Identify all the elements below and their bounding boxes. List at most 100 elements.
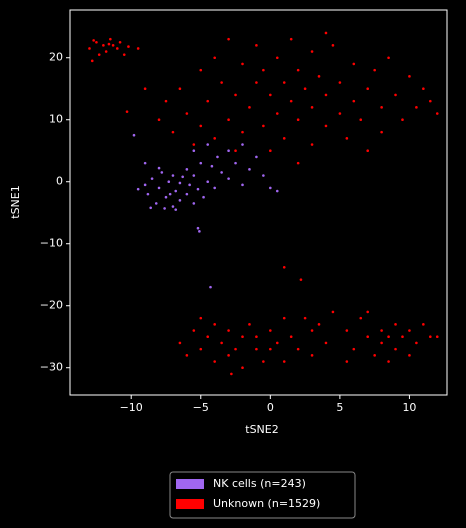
point — [296, 161, 300, 165]
point — [324, 341, 328, 345]
point — [118, 40, 122, 44]
point — [241, 143, 244, 146]
point — [206, 335, 210, 339]
point — [241, 366, 244, 370]
point — [269, 329, 272, 332]
point — [359, 118, 363, 122]
point — [107, 42, 111, 46]
point — [199, 316, 203, 320]
point — [234, 161, 237, 165]
point — [401, 118, 404, 122]
point — [167, 180, 171, 184]
point — [216, 155, 219, 159]
point — [380, 329, 383, 332]
point — [202, 195, 205, 199]
point — [213, 56, 216, 60]
point — [157, 166, 161, 170]
point — [435, 112, 439, 115]
point — [299, 278, 303, 281]
point — [143, 183, 147, 187]
point — [136, 187, 140, 191]
point — [220, 81, 223, 84]
point — [331, 310, 335, 314]
point — [422, 323, 425, 326]
point — [196, 187, 200, 191]
point — [282, 316, 286, 320]
point — [289, 99, 293, 103]
point — [345, 329, 349, 332]
point — [248, 168, 251, 171]
point — [324, 93, 328, 97]
plot-area — [69, 9, 448, 396]
point — [380, 106, 383, 109]
point — [192, 174, 196, 177]
point — [185, 354, 189, 357]
point — [303, 316, 307, 320]
point — [324, 124, 328, 128]
point — [366, 335, 370, 339]
point — [366, 149, 370, 153]
point — [234, 93, 237, 97]
point — [289, 37, 293, 41]
point — [387, 360, 390, 363]
y-tick-label: 0 — [56, 175, 63, 188]
point — [220, 171, 223, 174]
point — [282, 265, 286, 269]
point — [104, 50, 108, 53]
point — [408, 329, 411, 332]
x-tick-label: −10 — [120, 401, 143, 414]
point — [282, 360, 286, 363]
point — [220, 341, 223, 345]
point — [178, 181, 182, 185]
point — [213, 186, 216, 190]
point — [255, 335, 258, 339]
point — [262, 68, 265, 72]
point — [192, 143, 196, 146]
point — [125, 110, 129, 113]
point — [164, 99, 168, 103]
point — [230, 372, 233, 376]
point — [394, 323, 397, 326]
y-tick-label: −30 — [40, 361, 63, 374]
point — [174, 208, 178, 211]
point — [227, 177, 230, 180]
point — [174, 189, 178, 193]
point — [317, 323, 321, 326]
point — [310, 50, 314, 53]
point — [310, 329, 314, 332]
point — [143, 161, 147, 165]
point — [275, 56, 279, 60]
point — [380, 130, 383, 134]
point — [269, 186, 272, 190]
point — [296, 347, 300, 351]
point — [359, 316, 363, 320]
x-tick-label: 10 — [402, 401, 416, 414]
point — [275, 189, 279, 193]
point — [171, 205, 175, 208]
point — [227, 149, 230, 153]
point — [255, 81, 258, 84]
point — [408, 354, 411, 357]
point — [241, 62, 244, 66]
legend-box — [169, 471, 356, 519]
point — [429, 335, 432, 339]
point — [262, 124, 265, 128]
point — [188, 183, 191, 187]
point — [149, 206, 152, 210]
point — [262, 360, 265, 363]
point — [394, 93, 397, 97]
point — [275, 341, 279, 345]
point — [210, 164, 214, 168]
x-tick-label: 5 — [336, 401, 343, 414]
point — [234, 347, 237, 351]
point — [429, 99, 432, 103]
point — [199, 347, 203, 351]
point — [122, 53, 126, 56]
point — [115, 47, 119, 50]
point — [97, 53, 101, 56]
x-tick-label: −5 — [193, 401, 209, 414]
point — [435, 335, 439, 339]
point — [209, 285, 212, 289]
x-tick-label: 0 — [267, 401, 274, 414]
